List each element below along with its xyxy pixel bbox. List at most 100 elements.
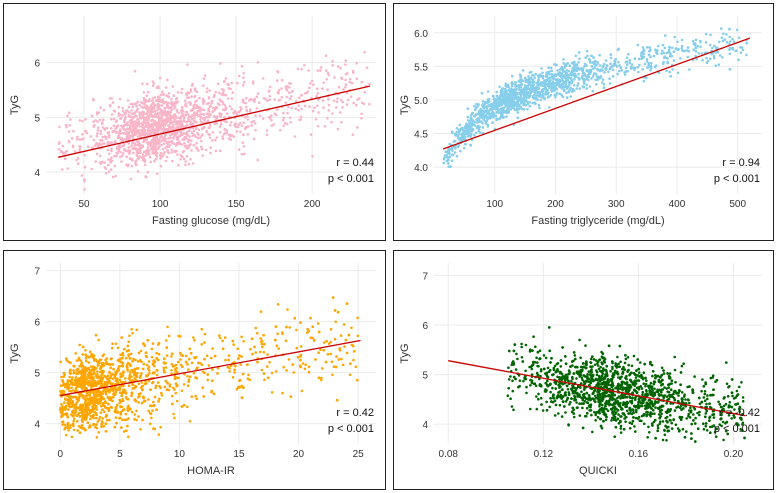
data-point	[285, 122, 289, 126]
data-point	[80, 387, 84, 390]
data-point	[168, 140, 171, 144]
data-point	[336, 127, 340, 131]
data-point	[99, 162, 103, 165]
data-point	[134, 372, 137, 375]
data-point	[141, 384, 144, 388]
data-point	[175, 138, 179, 141]
data-point	[246, 115, 249, 118]
data-point	[339, 334, 343, 337]
data-point	[507, 105, 510, 109]
data-point	[137, 351, 141, 355]
data-point	[105, 418, 109, 422]
data-point	[94, 404, 98, 408]
data-point	[110, 149, 113, 153]
data-point	[117, 105, 120, 109]
data-point	[526, 90, 530, 94]
data-point	[518, 96, 522, 100]
data-point	[311, 155, 314, 158]
data-point	[288, 116, 292, 120]
data-point	[147, 398, 150, 401]
data-point	[185, 105, 188, 108]
data-point	[716, 46, 719, 50]
data-point	[132, 151, 135, 155]
data-point	[146, 90, 150, 94]
data-point	[233, 124, 236, 127]
data-point	[250, 120, 254, 124]
data-point	[242, 76, 245, 80]
data-point	[182, 113, 185, 117]
data-point	[321, 367, 324, 370]
data-point	[481, 100, 485, 103]
data-point	[91, 405, 94, 408]
data-point	[121, 418, 124, 422]
data-point	[105, 362, 108, 366]
data-point	[531, 96, 535, 99]
data-point	[731, 37, 734, 41]
data-point	[239, 105, 242, 109]
data-point	[150, 416, 153, 420]
data-point	[647, 66, 650, 69]
data-point	[154, 145, 157, 148]
data-point	[641, 46, 645, 49]
data-point	[118, 132, 121, 136]
data-point	[546, 83, 550, 86]
data-point	[107, 170, 111, 173]
data-point	[200, 108, 204, 111]
data-point	[88, 350, 92, 354]
data-point	[498, 116, 502, 120]
data-point	[574, 54, 578, 58]
data-point	[94, 119, 97, 122]
data-point	[731, 46, 735, 50]
data-point	[666, 57, 669, 60]
data-point	[578, 57, 581, 60]
data-point	[256, 61, 260, 64]
data-point	[99, 411, 103, 414]
data-point	[181, 138, 184, 141]
data-point	[171, 141, 174, 145]
data-point	[266, 99, 269, 102]
data-point	[515, 92, 519, 95]
data-point	[280, 78, 284, 82]
data-point	[662, 51, 666, 55]
data-point	[317, 376, 321, 380]
data-point	[608, 82, 612, 85]
data-point	[112, 124, 116, 128]
data-point	[170, 151, 174, 154]
data-point	[196, 136, 200, 140]
data-point	[667, 48, 671, 52]
data-point	[602, 86, 606, 89]
data-point	[501, 116, 505, 119]
data-point	[177, 376, 180, 380]
data-point	[230, 81, 233, 85]
data-point	[443, 154, 447, 157]
data-point	[110, 147, 113, 151]
data-point	[252, 119, 256, 123]
data-point	[71, 422, 75, 426]
data-point	[192, 129, 196, 132]
data-point	[614, 57, 618, 61]
data-point	[605, 64, 609, 67]
data-point	[136, 100, 140, 104]
data-point	[191, 122, 195, 125]
data-point	[558, 92, 562, 96]
data-point	[442, 161, 446, 165]
data-point	[59, 149, 63, 153]
data-point	[184, 124, 188, 128]
data-point	[66, 398, 70, 401]
data-point	[537, 87, 541, 90]
data-point	[226, 82, 229, 86]
data-point	[237, 357, 240, 360]
data-point	[142, 395, 145, 398]
data-point	[189, 103, 192, 106]
data-point	[202, 117, 205, 120]
data-point	[469, 133, 472, 137]
data-point	[63, 157, 67, 161]
x-tick-label: 50	[78, 199, 90, 210]
data-point	[585, 83, 588, 87]
data-point	[89, 365, 93, 368]
data-point	[368, 82, 371, 86]
data-point	[325, 78, 329, 81]
data-point	[492, 105, 496, 109]
data-point	[76, 378, 80, 381]
data-point	[59, 360, 62, 364]
